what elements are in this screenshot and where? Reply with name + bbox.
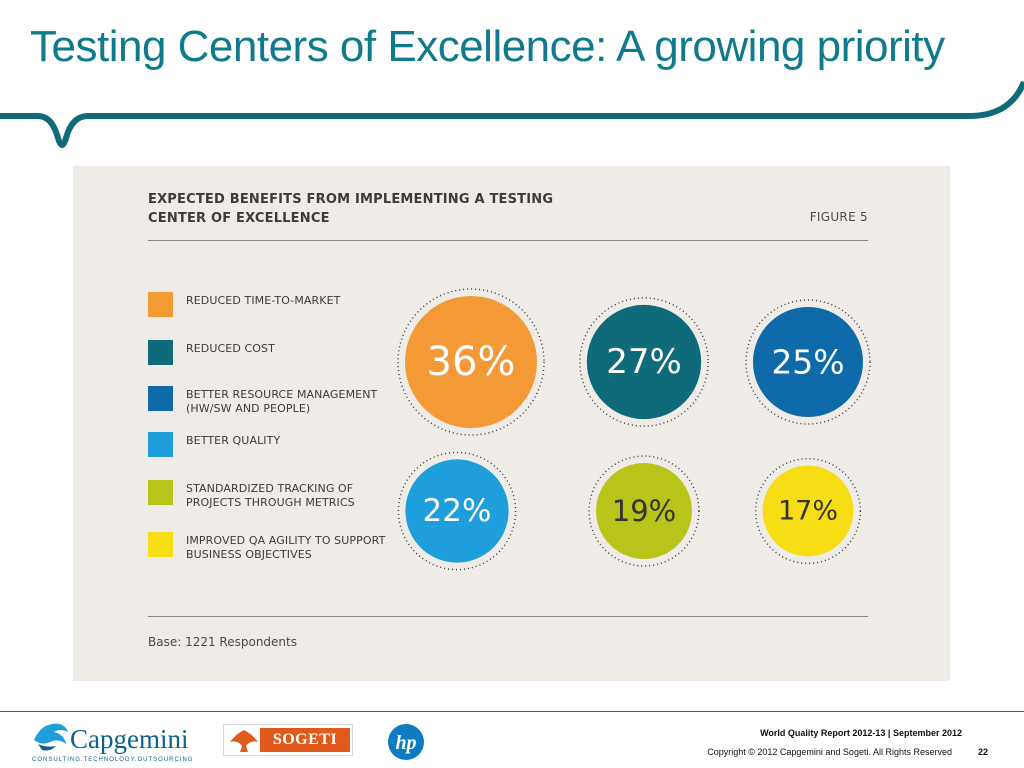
legend-swatch: [148, 340, 173, 365]
top-divider: [148, 240, 868, 241]
bubble-value-label: 22%: [423, 493, 492, 529]
sogeti-wordmark: SOGETI: [260, 728, 350, 752]
header-wave-decoration: [0, 80, 1024, 148]
capgemini-logo: Capgemini CONSULTING.TECHNOLOGY.OUTSOURC…: [30, 720, 192, 763]
bubble-value-label: 36%: [427, 339, 516, 385]
slide-title: Testing Centers of Excellence: A growing…: [30, 22, 945, 71]
bubble: 36%: [397, 288, 545, 436]
bubble-value-label: 25%: [771, 343, 844, 382]
sogeti-spade-icon: [230, 730, 258, 752]
capgemini-wordmark: Capgemini: [70, 724, 189, 754]
bubble: 19%: [588, 455, 700, 567]
figure-title: EXPECTED BENEFITS FROM IMPLEMENTING A TE…: [148, 192, 554, 226]
legend-label: BETTER QUALITY: [186, 434, 281, 447]
bubble-circle: [405, 459, 509, 563]
bubble-outline: [397, 451, 517, 571]
bubble-circle: [762, 465, 854, 557]
legend-label: IMPROVED QA AGILITY TO SUPPORT BUSINESS …: [186, 534, 386, 561]
bubble-value-label: 19%: [612, 494, 676, 528]
legend-swatch: [148, 386, 173, 411]
bubble-circle: [586, 304, 702, 420]
capgemini-spade-icon: [34, 723, 68, 751]
footer-divider: [0, 711, 1024, 712]
bubble-circle: [405, 296, 537, 428]
footer-copyright: Copyright © 2012 Capgemini and Sogeti. A…: [707, 747, 952, 757]
base-respondents: Base: 1221 Respondents: [148, 635, 297, 649]
figure-panel: EXPECTED BENEFITS FROM IMPLEMENTING A TE…: [73, 166, 950, 681]
legend-label: REDUCED TIME-TO-MARKET: [186, 294, 341, 307]
page-number: 22: [977, 747, 988, 757]
bubble-circle: [753, 307, 863, 417]
bubble: 25%: [745, 299, 871, 425]
bubble-outline: [588, 455, 700, 567]
legend-swatch: [148, 480, 173, 505]
hp-logo-icon: hp: [388, 724, 424, 760]
bubble-value-label: 27%: [606, 342, 682, 382]
capgemini-tagline: CONSULTING.TECHNOLOGY.OUTSOURCING: [32, 757, 194, 763]
bottom-divider: [148, 616, 868, 617]
bubble-outline: [754, 457, 862, 565]
svg-text:hp: hp: [395, 732, 416, 754]
legend-label: STANDARDIZED TRACKING OF PROJECTS THROUG…: [186, 482, 355, 509]
bubble-chart: 36% 27% 25% 22% 19% 17%: [397, 288, 871, 571]
bubble: 17%: [754, 457, 862, 565]
bubble-outline: [579, 297, 709, 427]
legend-swatch: [148, 432, 173, 457]
bubble: 22%: [397, 451, 517, 571]
legend-label: REDUCED COST: [186, 342, 275, 355]
sogeti-logo: SOGETI: [223, 724, 353, 756]
figure-label: FIGURE 5: [809, 210, 868, 224]
bubble-outline: [397, 288, 545, 436]
legend-swatch: [148, 532, 173, 557]
bubble-outline: [745, 299, 871, 425]
legend-label: BETTER RESOURCE MANAGEMENT (HW/SW AND PE…: [186, 388, 378, 415]
footer-report: World Quality Report 2012-13 | September…: [760, 728, 962, 738]
bubble-circle: [596, 463, 692, 559]
legend-swatch: [148, 292, 173, 317]
bubble: 27%: [579, 297, 709, 427]
bubble-value-label: 17%: [778, 496, 838, 527]
